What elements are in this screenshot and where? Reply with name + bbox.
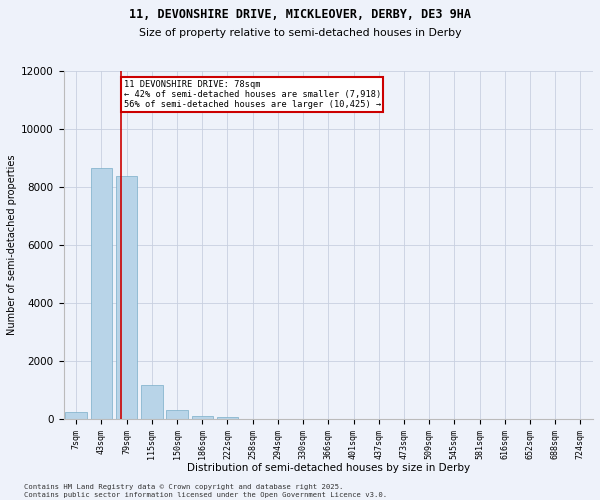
Bar <box>217 418 238 419</box>
Y-axis label: Number of semi-detached properties: Number of semi-detached properties <box>7 155 17 336</box>
Text: Contains HM Land Registry data © Crown copyright and database right 2025.
Contai: Contains HM Land Registry data © Crown c… <box>24 484 387 498</box>
Bar <box>166 410 188 419</box>
Bar <box>141 385 163 419</box>
X-axis label: Distribution of semi-detached houses by size in Derby: Distribution of semi-detached houses by … <box>187 463 470 473</box>
Bar <box>91 168 112 419</box>
Bar <box>116 176 137 419</box>
Text: Size of property relative to semi-detached houses in Derby: Size of property relative to semi-detach… <box>139 28 461 38</box>
Bar <box>65 412 87 419</box>
Bar <box>191 416 213 419</box>
Text: 11, DEVONSHIRE DRIVE, MICKLEOVER, DERBY, DE3 9HA: 11, DEVONSHIRE DRIVE, MICKLEOVER, DERBY,… <box>129 8 471 20</box>
Text: 11 DEVONSHIRE DRIVE: 78sqm
← 42% of semi-detached houses are smaller (7,918)
56%: 11 DEVONSHIRE DRIVE: 78sqm ← 42% of semi… <box>124 80 381 110</box>
